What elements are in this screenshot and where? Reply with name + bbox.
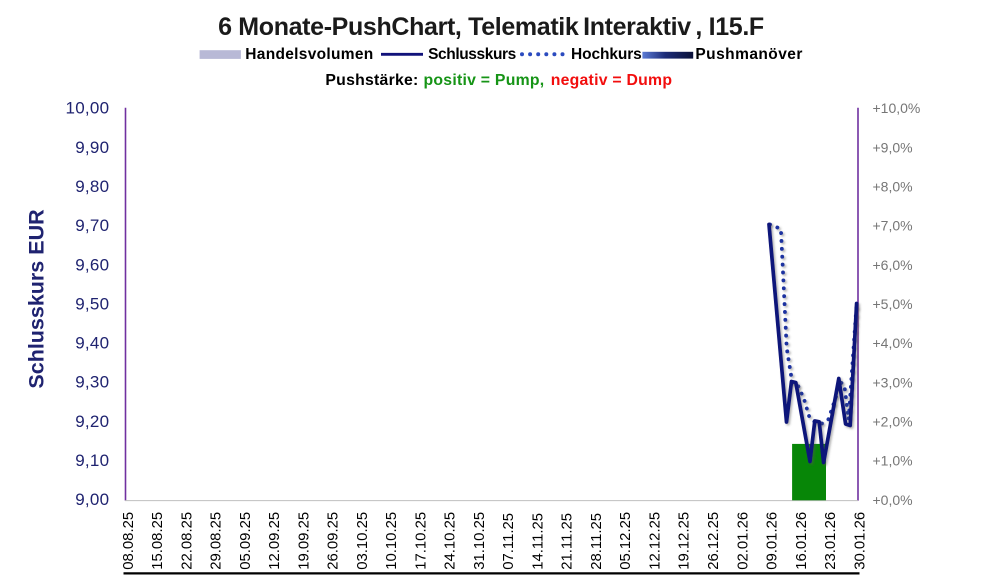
svg-text:19.12.25: 19.12.25: [677, 512, 693, 570]
svg-text:26.12.25: 26.12.25: [706, 512, 722, 570]
svg-text:+0,0%: +0,0%: [873, 492, 913, 508]
svg-text:29.08.25: 29.08.25: [209, 512, 225, 570]
svg-text:23.01.26: 23.01.26: [823, 512, 839, 570]
svg-text:+5,0%: +5,0%: [873, 296, 913, 312]
svg-text:9,60: 9,60: [75, 255, 109, 274]
svg-text:30.01.26: 30.01.26: [852, 512, 868, 570]
svg-text:15.08.25: 15.08.25: [150, 512, 166, 570]
svg-text:9,50: 9,50: [75, 294, 109, 313]
svg-text:9,90: 9,90: [75, 138, 109, 157]
svg-text:26.09.25: 26.09.25: [326, 512, 342, 570]
svg-text:+1,0%: +1,0%: [873, 453, 913, 469]
svg-text:+3,0%: +3,0%: [873, 374, 913, 390]
svg-text:02.01.26: 02.01.26: [735, 512, 751, 570]
svg-text:+6,0%: +6,0%: [873, 257, 913, 273]
svg-text:6 Monate-PushChart, Telematik: 6 Monate-PushChart, Telematik Interaktiv…: [218, 13, 764, 41]
svg-text:17.10.25: 17.10.25: [413, 512, 429, 570]
svg-text:16.01.26: 16.01.26: [794, 512, 810, 570]
svg-text:28.11.25: 28.11.25: [589, 513, 605, 570]
svg-text:Pushstärke: positiv = Pump,neg: Pushstärke: positiv = Pump, negativ = Dum…: [325, 72, 672, 89]
svg-text:+10,0%: +10,0%: [873, 100, 921, 116]
svg-text:19.09.25: 19.09.25: [296, 512, 312, 570]
svg-text:22.08.25: 22.08.25: [179, 512, 195, 570]
svg-text:9,80: 9,80: [75, 177, 109, 196]
svg-text:9,00: 9,00: [75, 490, 109, 509]
svg-text:+4,0%: +4,0%: [873, 335, 913, 351]
svg-text:09.01.26: 09.01.26: [765, 512, 781, 570]
svg-text:9,20: 9,20: [75, 412, 109, 431]
svg-text:31.10.25: 31.10.25: [472, 512, 488, 570]
svg-text:03.10.25: 03.10.25: [355, 512, 371, 570]
svg-text:9,40: 9,40: [75, 334, 109, 353]
svg-text:12.12.25: 12.12.25: [648, 512, 664, 570]
svg-text:14.11.25: 14.11.25: [530, 513, 546, 570]
svg-text:Schlusskurs: Schlusskurs: [428, 46, 516, 63]
svg-text:9,10: 9,10: [75, 451, 109, 470]
svg-text:Hochkurs: Hochkurs: [571, 46, 642, 63]
svg-text:10,00: 10,00: [66, 99, 110, 118]
svg-text:05.12.25: 05.12.25: [618, 512, 634, 570]
svg-text:12.09.25: 12.09.25: [267, 512, 283, 570]
svg-text:08.08.25: 08.08.25: [121, 512, 137, 570]
svg-text:Schlusskurs EUR: Schlusskurs EUR: [25, 209, 49, 389]
svg-text:Pushmanöver: Pushmanöver: [695, 46, 802, 63]
svg-text:05.09.25: 05.09.25: [238, 512, 254, 570]
svg-text:10.10.25: 10.10.25: [384, 512, 400, 570]
svg-text:9,70: 9,70: [75, 216, 109, 235]
svg-text:+9,0%: +9,0%: [873, 139, 913, 155]
svg-text:+2,0%: +2,0%: [873, 414, 913, 430]
svg-text:Handelsvolumen: Handelsvolumen: [245, 46, 373, 63]
svg-text:9,30: 9,30: [75, 373, 109, 392]
svg-text:+7,0%: +7,0%: [873, 218, 913, 234]
svg-text:21.11.25: 21.11.25: [560, 513, 576, 570]
svg-text:+8,0%: +8,0%: [873, 179, 913, 195]
svg-text:24.10.25: 24.10.25: [443, 512, 459, 570]
svg-text:07.11.25: 07.11.25: [501, 513, 517, 570]
